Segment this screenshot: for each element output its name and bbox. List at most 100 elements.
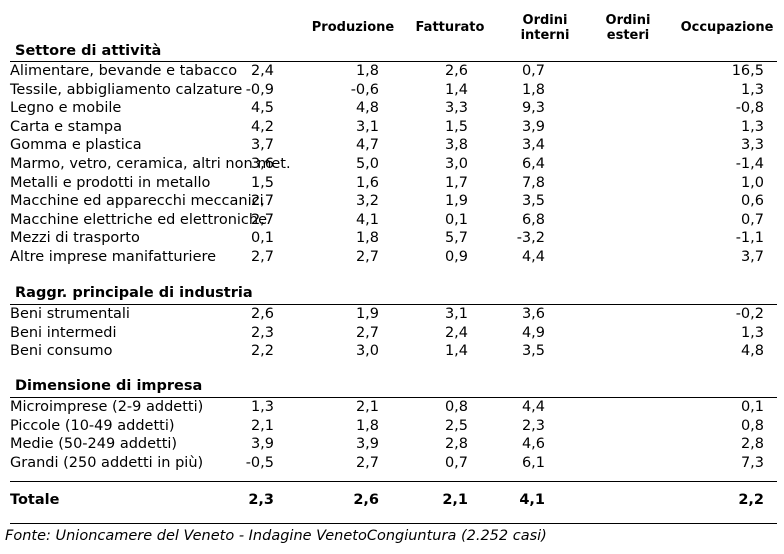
cell-ordini-interni: 5,7 — [444, 230, 468, 247]
cell-occupazione: 0,6 — [740, 193, 764, 210]
divider — [10, 61, 777, 62]
row-label: Beni intermedi — [10, 324, 117, 341]
cell-ordini-interni: 2,5 — [444, 417, 468, 434]
row-label: Macchine ed apparecchi meccanici — [10, 193, 264, 210]
section-rows: Beni strumentali 2,6 1,9 3,1 3,6 -0,2 Beni int… — [5, 305, 777, 361]
row-label: Piccole (10-49 addetti) — [10, 417, 175, 434]
cell-fatturato: 1,9 — [355, 306, 379, 322]
cell-ordini-interni: 1,7 — [444, 174, 468, 191]
table-row: Piccole (10-49 addetti) 2,1 1,8 2,5 2,3 0,8 — [5, 417, 777, 436]
cell-ordini-interni: 2,4 — [444, 324, 468, 341]
cell-occupazione: -0,2 — [735, 306, 764, 322]
cell-produzione: 3,7 — [250, 137, 274, 154]
table-row: Legno e mobile 4,5 4,8 3,3 9,3 -0,8 — [5, 99, 777, 118]
cell-ordini-esteri: 1,8 — [521, 81, 545, 98]
cell-ordini-esteri: 4,4 — [521, 248, 545, 265]
row-label: Beni consumo — [10, 343, 113, 360]
total-ordini-esteri: 4,1 — [519, 492, 545, 508]
cell-fatturato: 3,1 — [355, 118, 379, 135]
cell-produzione: 1,5 — [250, 174, 274, 191]
table-row: Metalli e prodotti in metallo 1,5 1,6 1,7 7,… — [5, 174, 777, 193]
cell-ordini-interni: 3,0 — [444, 155, 468, 172]
table-row: Microimprese (2-9 addetti) 1,3 2,1 0,8 4,4 0,… — [5, 398, 777, 417]
total-row: Totale 2,3 2,6 2,1 4,1 2,2 — [5, 491, 777, 510]
cell-ordini-esteri: 3,4 — [521, 137, 545, 154]
cell-produzione: 0,1 — [250, 230, 274, 247]
cell-produzione: -0,5 — [245, 454, 274, 471]
cell-occupazione: 0,7 — [740, 211, 764, 228]
cell-occupazione: 16,5 — [731, 63, 764, 79]
header-produzione: Produzione — [311, 20, 395, 35]
table-row: Tessile, abbigliamento calzature -0,9 -0,6… — [5, 81, 777, 100]
cell-ordini-interni: 1,4 — [444, 343, 468, 360]
cell-occupazione: 1,3 — [740, 324, 764, 341]
cell-ordini-interni: 2,6 — [444, 63, 468, 79]
header-occupazione: Occupazione — [680, 20, 774, 35]
cell-ordini-esteri: 6,8 — [521, 211, 545, 228]
cell-produzione: 2,7 — [250, 248, 274, 265]
table-row: Marmo, vetro, ceramica, altri non met. 3,… — [5, 155, 777, 174]
table-row: Beni intermedi 2,3 2,7 2,4 4,9 1,3 — [5, 324, 777, 343]
cell-ordini-interni: 3,3 — [444, 100, 468, 117]
total-fatturato: 2,6 — [353, 492, 379, 508]
table-row: Beni consumo 2,2 3,0 1,4 3,5 4,8 — [5, 342, 777, 361]
divider — [10, 523, 777, 524]
cell-ordini-esteri: 6,1 — [521, 454, 545, 471]
cell-occupazione: 4,8 — [740, 343, 764, 360]
cell-ordini-esteri: 7,8 — [521, 174, 545, 191]
section-rows: Microimprese (2-9 addetti) 1,3 2,1 0,8 4,4 0,… — [5, 398, 777, 472]
row-label: Legno e mobile — [10, 100, 122, 117]
table-row: Medie (50-249 addetti) 3,9 3,9 2,8 4,6 2,8 — [5, 435, 777, 454]
total-ordini-interni: 2,1 — [442, 492, 468, 508]
cell-ordini-esteri: 2,3 — [521, 417, 545, 434]
cell-occupazione: -1,1 — [735, 230, 764, 247]
cell-occupazione: 1,0 — [740, 174, 764, 191]
cell-ordini-esteri: 0,7 — [521, 63, 545, 79]
cell-fatturato: 2,1 — [355, 399, 379, 415]
cell-fatturato: 1,6 — [355, 174, 379, 191]
header-ordini-interni-line1: Ordini — [522, 13, 568, 28]
cell-fatturato: 2,7 — [355, 454, 379, 471]
row-label: Alimentare, bevande e tabacco — [10, 63, 238, 79]
cell-ordini-interni: 0,9 — [444, 248, 468, 265]
cell-occupazione: 0,8 — [740, 417, 764, 434]
table-row: Mezzi di trasporto 0,1 1,8 5,7 -3,2 -1,1 — [5, 229, 777, 248]
divider — [10, 304, 777, 305]
cell-occupazione: -0,8 — [735, 100, 764, 117]
row-label: Mezzi di trasporto — [10, 230, 140, 247]
table-row: Grandi (250 addetti in più) -0,5 2,7 0,7 6,1… — [5, 454, 777, 473]
source-note: Fonte: Unioncamere del Veneto - Indagine… — [5, 528, 547, 544]
cell-ordini-esteri: 3,5 — [521, 193, 545, 210]
cell-occupazione: 7,3 — [740, 454, 764, 471]
row-label: Altre imprese manifatturiere — [10, 248, 217, 265]
cell-ordini-esteri: 4,6 — [521, 436, 545, 453]
cell-ordini-esteri: -3,2 — [516, 230, 545, 247]
cell-fatturato: 4,7 — [355, 137, 379, 154]
cell-ordini-interni: 1,5 — [444, 118, 468, 135]
divider — [10, 397, 777, 398]
table-row: Alimentare, bevande e tabacco 2,4 1,8 2,6 0,… — [5, 62, 777, 81]
cell-produzione: 3,9 — [250, 436, 274, 453]
cell-occupazione: 3,7 — [740, 248, 764, 265]
table-row: Macchine elettriche ed elettroniche 2,7 4,… — [5, 211, 777, 230]
cell-ordini-interni: 3,8 — [444, 137, 468, 154]
cell-produzione: 2,7 — [250, 193, 274, 210]
row-label: Beni strumentali — [10, 306, 130, 322]
cell-ordini-interni: 1,9 — [444, 193, 468, 210]
cell-ordini-interni: 0,7 — [444, 454, 468, 471]
cell-fatturato: 4,8 — [355, 100, 379, 117]
cell-ordini-esteri: 4,9 — [521, 324, 545, 341]
cell-produzione: 4,2 — [250, 118, 274, 135]
cell-fatturato: 1,8 — [355, 230, 379, 247]
section-rows: Alimentare, bevande e tabacco 2,4 1,8 2,6 0,… — [5, 62, 777, 267]
row-label: Marmo, vetro, ceramica, altri non met. — [10, 155, 291, 172]
header-ordini-interni-line2: interni — [520, 28, 570, 43]
section-title: Dimensione di impresa — [15, 378, 203, 394]
cell-produzione: 2,6 — [250, 306, 274, 322]
cell-ordini-esteri: 3,6 — [521, 306, 545, 322]
cell-ordini-esteri: 6,4 — [521, 155, 545, 172]
table-row: Macchine ed apparecchi meccanici 2,7 3,2 1,… — [5, 192, 777, 211]
table-row: Beni strumentali 2,6 1,9 3,1 3,6 -0,2 — [5, 305, 777, 324]
table-row: Altre imprese manifatturiere 2,7 2,7 0,9 4,4… — [5, 248, 777, 267]
cell-fatturato: 3,0 — [355, 343, 379, 360]
